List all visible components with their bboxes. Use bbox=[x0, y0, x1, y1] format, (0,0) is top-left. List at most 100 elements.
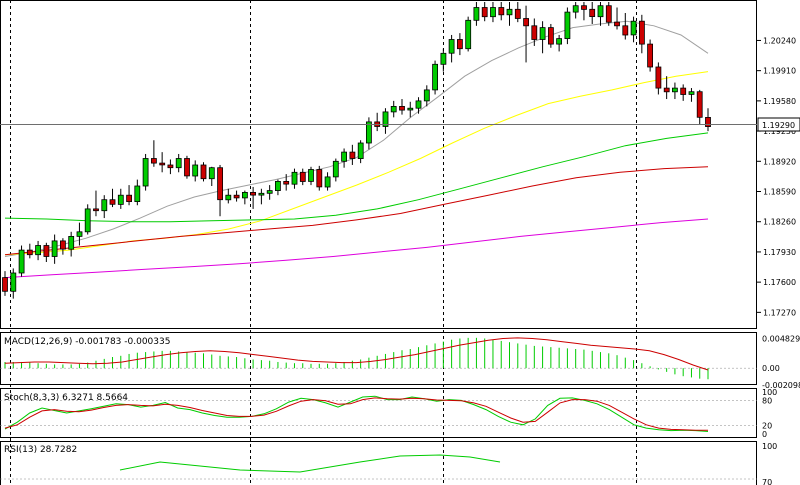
bullish-candle bbox=[597, 5, 604, 18]
rsi-pane: 100 70 bbox=[0, 442, 777, 485]
bullish-candle bbox=[341, 151, 348, 162]
bullish-candle bbox=[465, 19, 472, 50]
price-tick-label: 1.18260 bbox=[763, 218, 796, 227]
bearish-candle bbox=[200, 164, 207, 180]
bullish-candle bbox=[258, 192, 265, 196]
bearish-candle bbox=[2, 277, 8, 292]
moving-average-line bbox=[4, 218, 709, 279]
moving-average-lines bbox=[4, 20, 709, 279]
bearish-candle bbox=[655, 66, 662, 89]
bullish-candle bbox=[51, 240, 58, 257]
bullish-candle bbox=[134, 185, 141, 203]
stoch-tick-label: 20 bbox=[762, 422, 772, 431]
price-tick-label: 1.17270 bbox=[763, 308, 796, 317]
bullish-candle bbox=[506, 8, 513, 16]
bullish-candle bbox=[35, 245, 41, 256]
bullish-candle bbox=[382, 111, 389, 127]
bearish-candle bbox=[184, 158, 190, 177]
bullish-candle bbox=[556, 38, 562, 45]
macd-tick-label: 0.004829 bbox=[762, 334, 800, 343]
bearish-candle bbox=[26, 249, 33, 256]
rsi-label: RSI(13) 28.7282 bbox=[4, 445, 77, 455]
bullish-candle bbox=[365, 121, 372, 144]
rsi-tick-label: 100 bbox=[762, 442, 777, 451]
bearish-candle bbox=[349, 151, 356, 159]
bullish-candle bbox=[490, 7, 496, 18]
price-tick-label: 1.18590 bbox=[763, 188, 796, 197]
bearish-candle bbox=[43, 245, 50, 257]
bearish-candle bbox=[581, 5, 587, 10]
bullish-candle bbox=[101, 199, 108, 212]
bullish-candle bbox=[473, 7, 480, 21]
bullish-candle bbox=[564, 11, 571, 40]
rsi-tick-label: 70 bbox=[762, 478, 772, 485]
macd-tick-label: -0.002098 bbox=[762, 381, 800, 390]
bearish-candle bbox=[233, 194, 240, 199]
bullish-candle bbox=[688, 91, 695, 95]
bullish-candle bbox=[18, 249, 25, 274]
bearish-candle bbox=[399, 106, 405, 111]
bearish-candle bbox=[663, 87, 670, 93]
bearish-candle bbox=[548, 27, 554, 45]
bearish-candle bbox=[60, 240, 66, 250]
bearish-candle bbox=[696, 91, 703, 118]
price-tick-label: 1.17600 bbox=[763, 278, 796, 287]
bullish-candle bbox=[175, 158, 182, 169]
bullish-candle bbox=[241, 191, 248, 199]
bullish-candle bbox=[142, 158, 149, 187]
bearish-candle bbox=[531, 25, 538, 40]
stoch-signal-line bbox=[4, 397, 708, 431]
bullish-candle bbox=[225, 194, 232, 201]
rsi-line bbox=[119, 454, 501, 473]
macd-pane-frame bbox=[0, 332, 757, 385]
candles bbox=[2, 2, 711, 299]
current-price-label: 1.19290 bbox=[762, 121, 795, 130]
moving-average-line bbox=[4, 132, 709, 223]
bearish-candle bbox=[150, 158, 157, 164]
bearish-candle bbox=[705, 117, 711, 128]
bearish-candle bbox=[126, 194, 132, 202]
bearish-candle bbox=[250, 191, 257, 196]
stoch-tick-label: 0 bbox=[762, 430, 767, 439]
bearish-candle bbox=[523, 18, 529, 27]
stoch-main-line bbox=[4, 395, 709, 432]
bearish-candle bbox=[639, 20, 645, 45]
bearish-candle bbox=[167, 164, 174, 169]
bearish-candle bbox=[680, 87, 687, 95]
bearish-candle bbox=[622, 25, 629, 36]
macd-pane: 0.004829 0.00 -0.002098 bbox=[0, 334, 800, 390]
bearish-candle bbox=[159, 162, 166, 166]
macd-signal-line bbox=[4, 337, 709, 371]
bearish-candle bbox=[481, 7, 488, 18]
bullish-candle bbox=[76, 231, 83, 237]
moving-average-line bbox=[4, 20, 709, 257]
bullish-candle bbox=[274, 180, 281, 191]
bearish-candle bbox=[283, 180, 290, 185]
bullish-candle bbox=[332, 160, 339, 178]
bullish-candle bbox=[291, 171, 298, 185]
bearish-candle bbox=[456, 39, 463, 50]
macd-label: MACD(12,26,9) -0.001783 -0.000335 bbox=[4, 337, 170, 347]
bullish-candle bbox=[266, 190, 273, 194]
bullish-candle bbox=[390, 106, 397, 113]
bullish-candle bbox=[423, 89, 430, 102]
bullish-candle bbox=[539, 27, 546, 40]
bearish-candle bbox=[93, 208, 99, 212]
bullish-candle bbox=[407, 107, 414, 111]
bearish-candle bbox=[498, 7, 505, 16]
price-tick-label: 1.19580 bbox=[763, 97, 796, 106]
bearish-candle bbox=[514, 8, 521, 19]
moving-average-line bbox=[4, 166, 709, 256]
bearish-candle bbox=[647, 43, 653, 68]
price-axis: 1.20240 1.19910 1.19580 1.19250 1.18920 1.185… bbox=[757, 36, 796, 317]
bullish-candle bbox=[68, 235, 75, 250]
price-tick-label: 1.19910 bbox=[763, 67, 796, 76]
bullish-candle bbox=[10, 272, 17, 292]
bearish-candle bbox=[299, 171, 306, 182]
macd-tick-label: 0.00 bbox=[762, 364, 780, 373]
stoch-tick-label: 80 bbox=[762, 396, 772, 405]
session-separators bbox=[10, 0, 637, 485]
